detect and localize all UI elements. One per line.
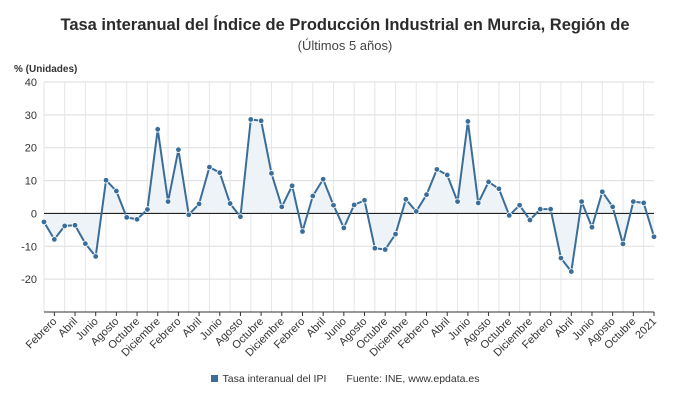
data-point <box>61 222 68 230</box>
data-point <box>51 236 58 243</box>
y-tick-label: 0 <box>31 208 37 220</box>
y-tick-label: -20 <box>21 274 37 286</box>
data-point <box>92 253 99 260</box>
data-point <box>175 146 182 153</box>
y-tick-label: 20 <box>25 143 37 155</box>
data-point <box>185 211 192 218</box>
data-point <box>361 197 368 204</box>
data-point <box>164 198 172 205</box>
data-point <box>640 199 647 207</box>
data-point <box>288 182 296 190</box>
data-point <box>609 203 616 211</box>
data-point <box>588 224 596 231</box>
data-point <box>454 198 461 205</box>
data-point <box>40 218 48 226</box>
data-point <box>526 216 534 224</box>
data-point <box>195 200 203 208</box>
data-point <box>506 212 513 219</box>
data-point <box>547 205 554 213</box>
data-point <box>537 205 544 213</box>
data-point <box>268 170 275 177</box>
data-point <box>226 200 234 207</box>
data-point <box>413 208 420 215</box>
data-point <box>340 224 348 232</box>
data-point <box>299 228 306 235</box>
data-point <box>371 245 379 252</box>
data-point <box>464 118 472 125</box>
data-point <box>113 187 120 195</box>
data-point <box>206 163 213 171</box>
legend-series-label: Tasa interanual del IPI <box>222 373 327 385</box>
data-point <box>319 176 327 183</box>
data-point <box>216 169 223 176</box>
y-axis-ticks: -20 -10 0 10 20 30 40 <box>21 77 37 286</box>
data-point <box>433 166 441 173</box>
data-point <box>144 206 151 213</box>
gridlines <box>43 81 654 312</box>
source-text: Fuente: INE, www.epdata.es <box>346 373 480 385</box>
data-point <box>578 198 585 205</box>
data-point <box>402 196 410 203</box>
data-point <box>350 201 358 209</box>
x-axis-ticks: FebreroAbrilJunioAgostoOctubreDiciembreF… <box>24 312 659 359</box>
legend: Tasa interanual del IPI Fuente: INE, www.… <box>0 373 690 385</box>
data-point <box>257 117 265 124</box>
data-point <box>102 177 110 184</box>
data-point <box>123 214 130 221</box>
chart-title: Tasa interanual del Índice de Producción… <box>60 16 630 34</box>
y-axis-unit-label: % (Unidades) <box>14 64 78 75</box>
y-tick-label: 10 <box>25 176 37 188</box>
data-point <box>444 171 451 179</box>
data-point <box>485 178 492 186</box>
data-point <box>278 203 285 211</box>
data-point <box>71 222 79 229</box>
data-points <box>40 116 658 275</box>
data-point <box>381 246 389 253</box>
data-point <box>133 216 141 223</box>
data-point <box>309 192 317 200</box>
data-point <box>154 126 161 133</box>
data-point <box>237 213 244 220</box>
data-point <box>392 230 399 238</box>
legend-swatch <box>210 375 218 382</box>
y-tick-label: 30 <box>25 110 37 122</box>
data-point <box>423 191 430 198</box>
data-point <box>247 116 254 123</box>
data-point <box>475 199 482 207</box>
area-fill <box>44 119 654 272</box>
data-point <box>568 268 575 275</box>
y-tick-label: -10 <box>21 241 37 253</box>
data-point <box>330 202 337 209</box>
y-tick-label: 40 <box>25 77 37 89</box>
x-tick-label: Febrero <box>24 316 60 352</box>
data-point <box>82 240 89 247</box>
data-point <box>650 233 658 240</box>
x-tick-label: 2021 <box>633 316 659 342</box>
data-point <box>630 198 637 205</box>
data-point <box>599 188 606 195</box>
chart-subtitle: (Últimos 5 años) <box>297 38 393 53</box>
data-point <box>619 240 627 248</box>
data-point <box>516 202 523 209</box>
data-point <box>557 254 565 262</box>
data-point <box>495 185 503 192</box>
